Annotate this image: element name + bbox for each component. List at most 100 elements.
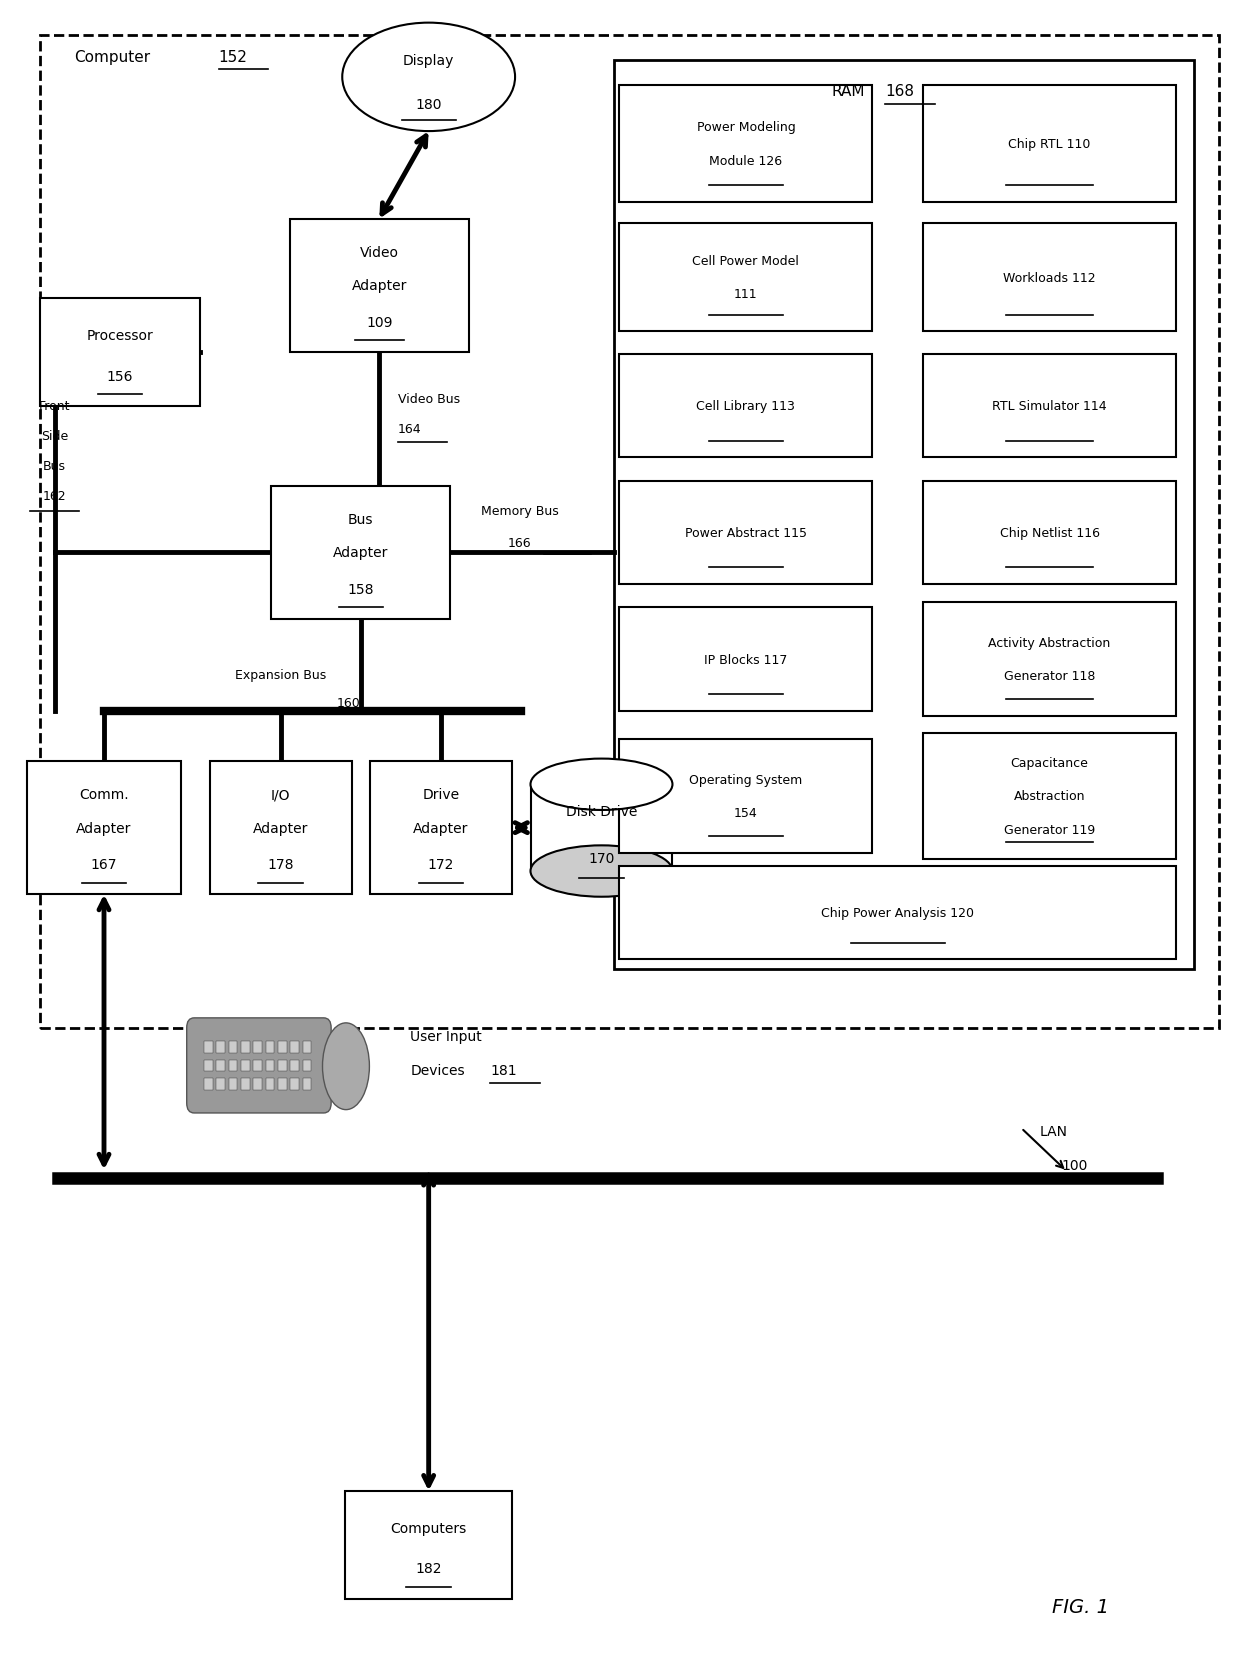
Bar bbox=[278, 1061, 286, 1072]
Bar bbox=[241, 1042, 249, 1054]
FancyBboxPatch shape bbox=[923, 224, 1176, 333]
Text: 172: 172 bbox=[428, 858, 454, 872]
Ellipse shape bbox=[322, 1024, 370, 1109]
Text: Disk Drive: Disk Drive bbox=[565, 805, 637, 818]
Text: RTL Simulator 114: RTL Simulator 114 bbox=[992, 400, 1107, 413]
FancyBboxPatch shape bbox=[620, 739, 873, 853]
Text: 164: 164 bbox=[398, 423, 422, 437]
Bar bbox=[278, 1079, 286, 1089]
FancyBboxPatch shape bbox=[272, 487, 450, 619]
Text: LAN: LAN bbox=[1039, 1124, 1068, 1139]
Text: 182: 182 bbox=[415, 1561, 441, 1576]
Bar bbox=[228, 1061, 237, 1072]
Text: 111: 111 bbox=[734, 288, 758, 301]
Text: Power Abstract 115: Power Abstract 115 bbox=[684, 527, 807, 539]
FancyBboxPatch shape bbox=[40, 37, 1219, 1029]
Bar bbox=[216, 1061, 224, 1072]
Text: Expansion Bus: Expansion Bus bbox=[234, 668, 326, 681]
Text: Bus: Bus bbox=[43, 460, 66, 473]
Text: Bus: Bus bbox=[348, 512, 373, 527]
Bar bbox=[290, 1042, 299, 1054]
Text: I/O: I/O bbox=[270, 788, 290, 801]
Text: 170: 170 bbox=[588, 852, 615, 865]
FancyBboxPatch shape bbox=[923, 734, 1176, 858]
Text: 166: 166 bbox=[508, 537, 532, 549]
Bar bbox=[228, 1079, 237, 1089]
Text: Adapter: Adapter bbox=[253, 821, 309, 835]
Text: Chip Power Analysis 120: Chip Power Analysis 120 bbox=[821, 907, 975, 920]
Text: 156: 156 bbox=[107, 370, 133, 383]
Text: Computer: Computer bbox=[74, 50, 150, 65]
Text: Video: Video bbox=[360, 246, 399, 259]
Text: Computers: Computers bbox=[391, 1521, 466, 1536]
Ellipse shape bbox=[531, 847, 672, 897]
Bar bbox=[303, 1042, 311, 1054]
Text: 158: 158 bbox=[347, 582, 374, 597]
FancyBboxPatch shape bbox=[187, 1019, 331, 1113]
Bar bbox=[241, 1061, 249, 1072]
Text: Memory Bus: Memory Bus bbox=[481, 505, 558, 519]
Text: Adapter: Adapter bbox=[334, 545, 388, 560]
Text: Video Bus: Video Bus bbox=[398, 393, 460, 407]
Bar bbox=[216, 1079, 224, 1089]
FancyBboxPatch shape bbox=[27, 761, 181, 895]
FancyBboxPatch shape bbox=[923, 85, 1176, 202]
Text: Activity Abstraction: Activity Abstraction bbox=[988, 637, 1111, 649]
Text: 181: 181 bbox=[490, 1062, 517, 1077]
Text: Operating System: Operating System bbox=[689, 773, 802, 786]
FancyBboxPatch shape bbox=[620, 355, 873, 458]
FancyBboxPatch shape bbox=[620, 85, 873, 202]
FancyBboxPatch shape bbox=[923, 355, 1176, 458]
FancyBboxPatch shape bbox=[923, 602, 1176, 716]
Bar bbox=[216, 1042, 224, 1054]
Text: Adapter: Adapter bbox=[413, 821, 469, 835]
FancyBboxPatch shape bbox=[614, 62, 1194, 970]
Bar bbox=[290, 1079, 299, 1089]
Text: Processor: Processor bbox=[87, 330, 154, 343]
Bar bbox=[303, 1079, 311, 1089]
Text: Chip Netlist 116: Chip Netlist 116 bbox=[999, 527, 1100, 539]
Text: Generator 119: Generator 119 bbox=[1004, 823, 1095, 836]
Text: User Input: User Input bbox=[410, 1029, 482, 1044]
Bar bbox=[253, 1042, 262, 1054]
FancyBboxPatch shape bbox=[620, 482, 873, 586]
FancyBboxPatch shape bbox=[620, 867, 1176, 960]
Bar bbox=[241, 1079, 249, 1089]
Text: Abstraction: Abstraction bbox=[1014, 790, 1085, 803]
Ellipse shape bbox=[531, 760, 672, 810]
Bar bbox=[205, 1061, 212, 1072]
Text: Workloads 112: Workloads 112 bbox=[1003, 271, 1096, 284]
FancyBboxPatch shape bbox=[40, 299, 201, 407]
Text: Drive: Drive bbox=[423, 788, 460, 801]
Text: 180: 180 bbox=[415, 97, 441, 112]
FancyBboxPatch shape bbox=[210, 761, 351, 895]
Text: Module 126: Module 126 bbox=[709, 154, 782, 167]
Bar bbox=[265, 1042, 274, 1054]
FancyBboxPatch shape bbox=[531, 785, 672, 872]
Text: Power Modeling: Power Modeling bbox=[697, 122, 795, 134]
Bar bbox=[228, 1042, 237, 1054]
Text: 152: 152 bbox=[218, 50, 248, 65]
Bar bbox=[278, 1042, 286, 1054]
Text: Display: Display bbox=[403, 54, 454, 69]
Text: IP Blocks 117: IP Blocks 117 bbox=[704, 652, 787, 666]
Bar bbox=[205, 1042, 212, 1054]
Bar bbox=[265, 1079, 274, 1089]
Bar bbox=[303, 1061, 311, 1072]
Text: Side: Side bbox=[41, 430, 68, 443]
Text: Front: Front bbox=[38, 400, 71, 413]
Text: Comm.: Comm. bbox=[79, 788, 129, 801]
Text: 109: 109 bbox=[366, 316, 393, 330]
Text: 154: 154 bbox=[734, 806, 758, 820]
FancyBboxPatch shape bbox=[290, 219, 469, 353]
Bar bbox=[253, 1061, 262, 1072]
Text: 100: 100 bbox=[1061, 1158, 1089, 1173]
Text: Capacitance: Capacitance bbox=[1011, 756, 1089, 770]
Text: Devices: Devices bbox=[410, 1062, 465, 1077]
FancyBboxPatch shape bbox=[345, 1491, 512, 1599]
Bar bbox=[205, 1079, 212, 1089]
Text: Cell Library 113: Cell Library 113 bbox=[697, 400, 795, 413]
FancyBboxPatch shape bbox=[923, 482, 1176, 586]
Text: Adapter: Adapter bbox=[352, 279, 407, 293]
Text: FIG. 1: FIG. 1 bbox=[1052, 1598, 1109, 1616]
